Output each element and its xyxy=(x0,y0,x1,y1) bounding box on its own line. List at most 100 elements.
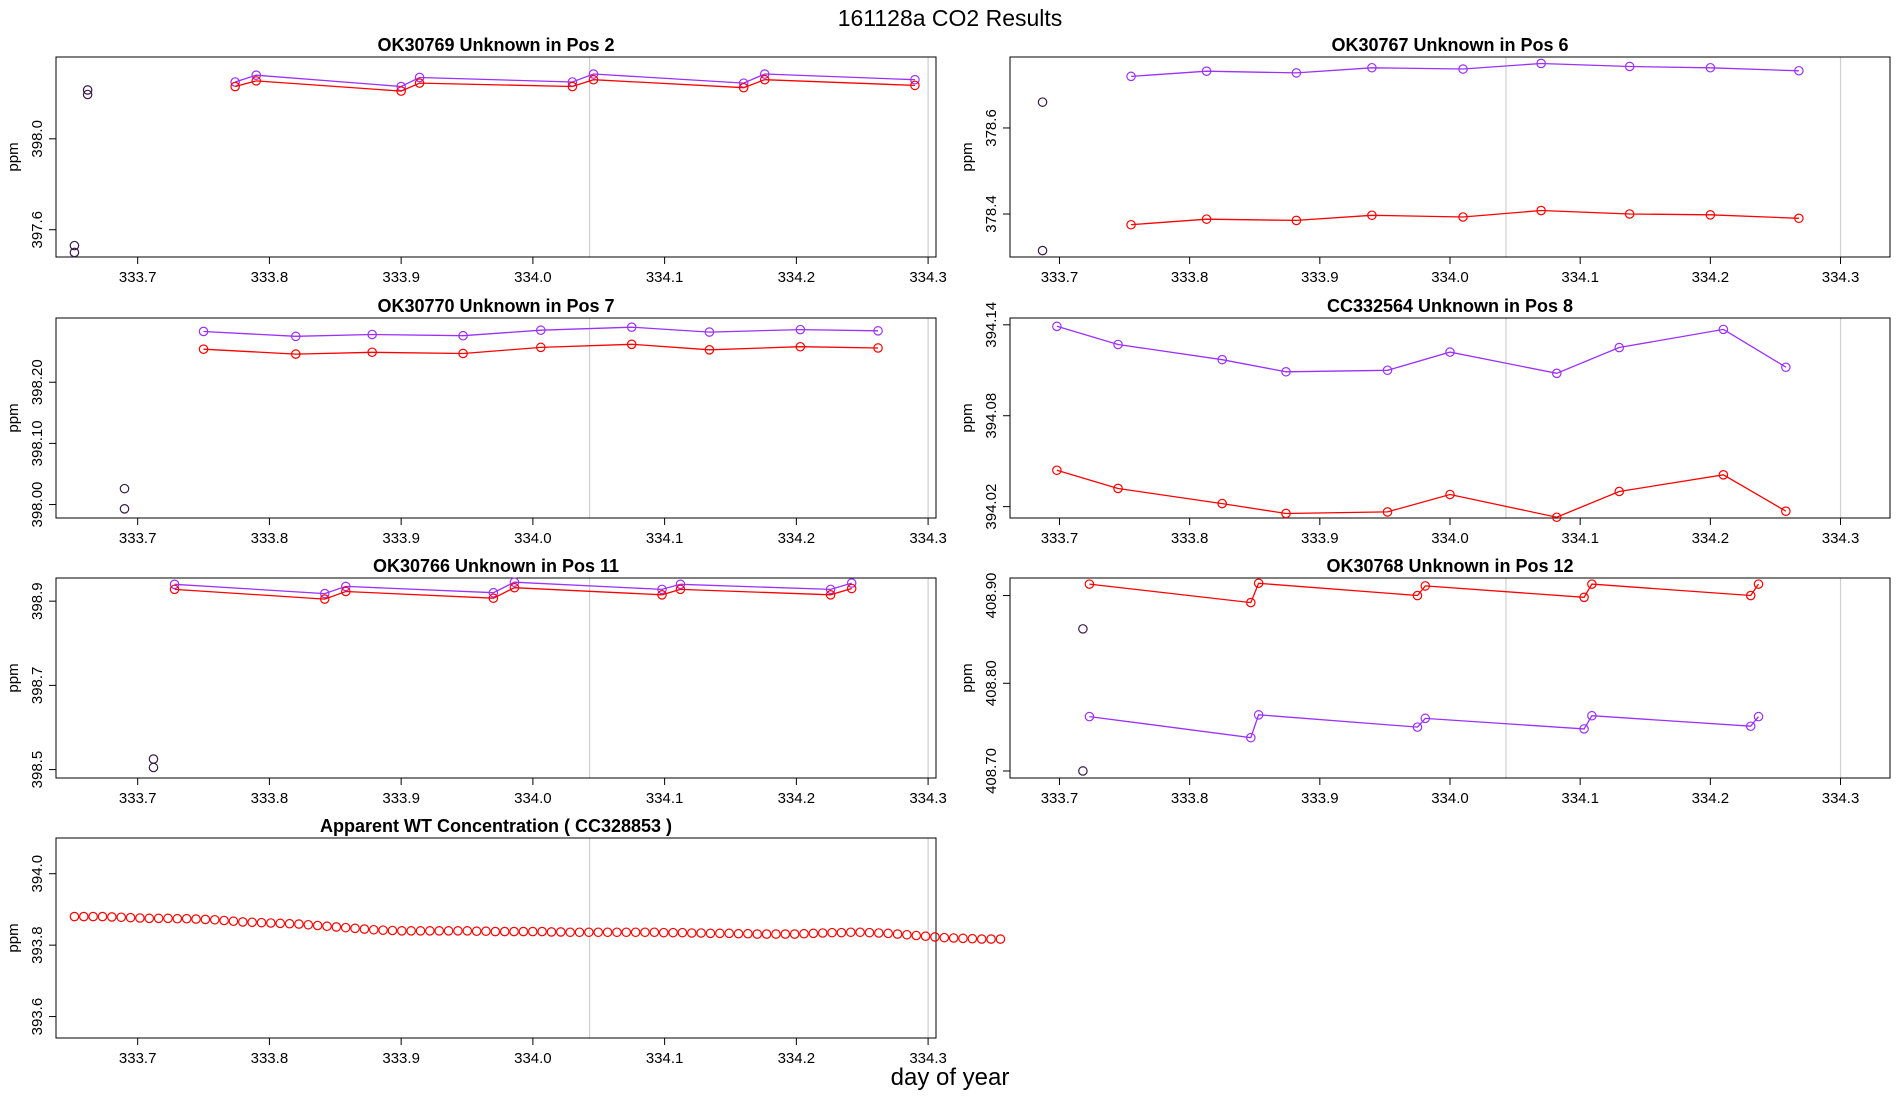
y-axis-label: ppm xyxy=(5,142,22,171)
series-line-red xyxy=(235,79,915,92)
data-point xyxy=(795,324,806,335)
x-tick-label: 334.1 xyxy=(646,269,684,286)
data-point xyxy=(1551,512,1562,523)
data-point xyxy=(1201,66,1212,76)
x-tick-label: 334.1 xyxy=(1561,790,1599,807)
data-point xyxy=(69,240,80,251)
data-point xyxy=(191,914,201,924)
data-point xyxy=(640,927,650,938)
series-line-purple xyxy=(203,326,879,337)
data-point xyxy=(892,929,903,939)
data-point xyxy=(1705,62,1716,73)
x-tick-label: 334.3 xyxy=(909,530,947,547)
data-point xyxy=(488,593,499,604)
data-point xyxy=(1745,721,1756,732)
data-point xyxy=(1367,210,1377,221)
series-red xyxy=(1126,205,1804,230)
data-point xyxy=(1781,506,1791,516)
data-point xyxy=(378,925,388,935)
data-point xyxy=(387,925,398,936)
series-purple xyxy=(1126,58,1804,82)
data-point xyxy=(481,926,491,937)
data-point xyxy=(759,69,770,79)
data-point xyxy=(704,345,715,355)
data-point xyxy=(1291,215,1302,226)
data-point xyxy=(331,922,342,932)
series-red xyxy=(169,582,857,604)
data-point xyxy=(119,483,130,494)
y-tick-label: 393.6 xyxy=(29,998,46,1036)
data-point xyxy=(125,912,136,923)
data-point xyxy=(846,578,857,588)
data-point xyxy=(341,586,351,597)
data-point xyxy=(759,74,770,85)
x-tick-label: 334.3 xyxy=(1822,530,1860,547)
data-point xyxy=(836,927,847,938)
y-tick-label: 398.10 xyxy=(29,420,46,466)
x-tick-label: 333.9 xyxy=(382,790,420,807)
series-purple xyxy=(169,577,857,599)
panel-title: CC332564 Unknown in Pos 8 xyxy=(1327,296,1573,316)
data-point xyxy=(397,926,407,936)
data-point xyxy=(1052,321,1062,332)
x-tick-label: 334.0 xyxy=(514,530,552,547)
plot-frame xyxy=(55,317,937,519)
series-line-purple xyxy=(1056,325,1787,374)
data-point xyxy=(509,926,519,937)
data-point xyxy=(958,933,968,944)
x-tick-label: 333.7 xyxy=(119,269,157,286)
data-point xyxy=(458,330,468,341)
data-point xyxy=(82,85,93,95)
series-initial xyxy=(1078,624,1088,776)
x-tick-label: 333.8 xyxy=(251,530,289,547)
data-point xyxy=(588,74,599,85)
x-tick-label: 333.7 xyxy=(119,1050,157,1067)
data-point xyxy=(808,928,819,939)
chart-panel-7: Apparent WT Concentration ( CC328853 ) 33… xyxy=(5,816,1006,1067)
x-tick-label: 334.2 xyxy=(778,790,816,807)
data-point xyxy=(752,929,763,939)
data-point xyxy=(82,89,93,100)
y-tick-label: 398.9 xyxy=(29,582,46,620)
data-point xyxy=(148,754,159,764)
panel-title: OK30770 Unknown in Pos 7 xyxy=(377,296,614,316)
x-tick-label: 333.8 xyxy=(251,1050,289,1067)
data-point xyxy=(621,927,632,938)
data-point xyxy=(657,584,667,595)
x-tick-label: 333.8 xyxy=(1171,530,1209,547)
data-point xyxy=(827,927,837,938)
data-point xyxy=(967,933,978,944)
data-point xyxy=(69,911,80,922)
data-point xyxy=(565,927,575,938)
data-point xyxy=(462,926,473,936)
data-point xyxy=(251,70,262,80)
x-tick-label: 334.2 xyxy=(1692,530,1730,547)
series-initial xyxy=(1037,97,1048,256)
x-tick-label: 333.8 xyxy=(251,269,289,286)
x-tick-label: 334.0 xyxy=(514,1050,552,1067)
x-tick-label: 333.9 xyxy=(1301,790,1339,807)
x-tick-label: 333.9 xyxy=(382,1050,420,1067)
data-point xyxy=(415,926,426,936)
data-point xyxy=(1246,732,1256,743)
data-point xyxy=(1794,65,1804,76)
data-point xyxy=(1037,245,1048,256)
data-point xyxy=(630,927,641,938)
data-point xyxy=(1753,579,1764,589)
data-point xyxy=(986,934,996,944)
data-point xyxy=(1579,592,1589,603)
data-point xyxy=(626,339,637,350)
data-point xyxy=(704,327,715,337)
x-tick-label: 334.2 xyxy=(778,269,816,286)
data-point xyxy=(1624,61,1635,72)
chart-panel-6: OK30768 Unknown in Pos 12 333.7 333.8 333.9… xyxy=(959,556,1891,807)
y-tick-label: 393.8 xyxy=(29,926,46,964)
data-point xyxy=(198,326,209,337)
x-tick-label: 333.7 xyxy=(119,790,157,807)
x-tick-label: 334.2 xyxy=(778,530,816,547)
data-point xyxy=(219,915,229,926)
series-line-red xyxy=(1089,582,1760,604)
data-point xyxy=(284,918,295,929)
data-point xyxy=(181,913,192,924)
data-point xyxy=(911,930,922,941)
